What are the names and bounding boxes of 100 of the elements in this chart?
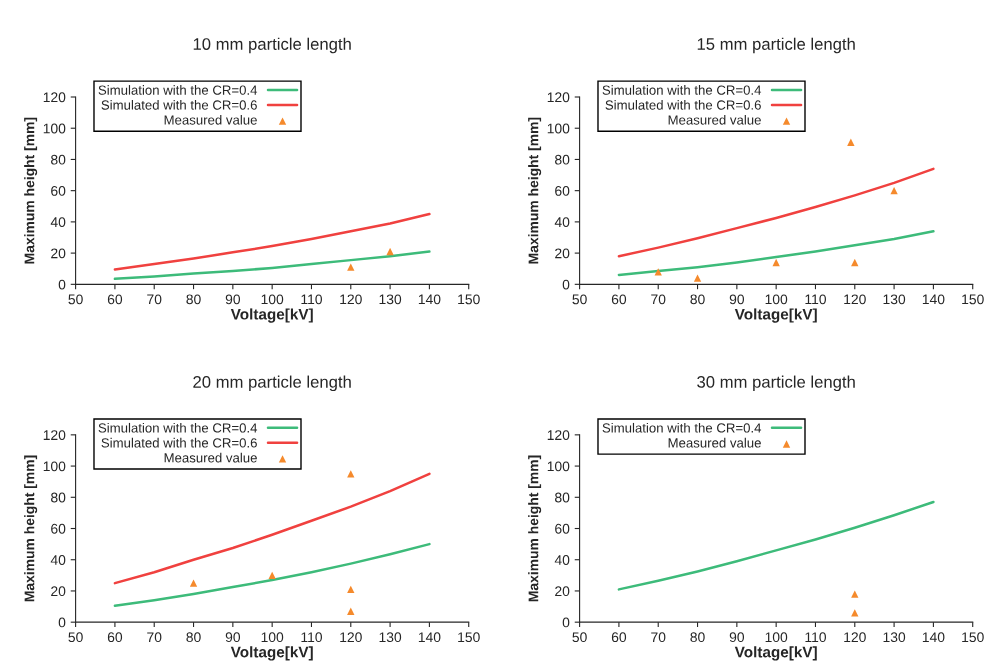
x-tick-label: 80 bbox=[690, 294, 705, 305]
line-series bbox=[617, 500, 935, 591]
x-tick-label: 120 bbox=[844, 632, 866, 643]
y-axis-title: Maximum height [mm] bbox=[24, 455, 38, 602]
x-tick-label: 80 bbox=[186, 294, 201, 305]
x-tick-label: 150 bbox=[962, 632, 984, 643]
x-tick-label: 70 bbox=[147, 632, 162, 643]
y-axis-title: Maximum height [mm] bbox=[24, 117, 38, 264]
chart-title: 15 mm particle length bbox=[697, 37, 855, 54]
point bbox=[772, 258, 780, 267]
y-tick-label: 0 bbox=[562, 617, 570, 628]
legend-label: Simulation with the CR=0.4 bbox=[602, 422, 762, 433]
line-series bbox=[617, 230, 935, 277]
y-tick-label: 80 bbox=[51, 154, 66, 165]
x-tick-label: 60 bbox=[107, 294, 123, 305]
x-tick-label: 110 bbox=[805, 294, 826, 305]
y-tick-label: 60 bbox=[555, 186, 570, 196]
legend-label: Measured value bbox=[668, 114, 761, 125]
legend-label: Simulated with the CR=0.6 bbox=[101, 437, 257, 448]
x-tick-label: 50 bbox=[572, 294, 587, 305]
y-tick-label: 0 bbox=[58, 617, 66, 628]
y-tick-label: 0 bbox=[562, 279, 570, 290]
y-tick-label: 80 bbox=[51, 492, 66, 503]
chart-title: 10 mm particle length bbox=[193, 37, 351, 54]
y-tick-label: 100 bbox=[43, 461, 66, 472]
y-tick-label: 20 bbox=[51, 586, 66, 597]
y-tick-label: 120 bbox=[547, 430, 570, 441]
y-tick-label: 80 bbox=[555, 492, 570, 503]
x-tick-label: 70 bbox=[651, 632, 666, 643]
x-tick-label: 130 bbox=[883, 632, 906, 643]
x-axis-title: Voltage[kV] bbox=[734, 646, 817, 661]
x-tick-label: 50 bbox=[68, 294, 83, 305]
chart-title: 20 mm particle length bbox=[193, 375, 351, 392]
point bbox=[693, 274, 702, 282]
x-tick-label: 90 bbox=[729, 632, 745, 643]
line-series bbox=[113, 250, 431, 281]
x-tick-label: 110 bbox=[301, 294, 322, 305]
y-tick-label: 120 bbox=[43, 92, 66, 103]
x-tick-label: 80 bbox=[186, 632, 201, 643]
y-axis-title: Maximum height [mm] bbox=[528, 455, 542, 602]
y-axis-title: Maximum height [mm] bbox=[528, 117, 542, 264]
legend-label: Simulation with the CR=0.4 bbox=[98, 422, 258, 433]
x-tick-label: 140 bbox=[922, 294, 945, 305]
y-tick-label: 20 bbox=[555, 248, 570, 259]
y-tick-label: 20 bbox=[555, 586, 570, 597]
y-tick-label: 40 bbox=[50, 555, 66, 565]
point bbox=[347, 607, 355, 615]
point bbox=[268, 571, 276, 580]
y-tick-label: 60 bbox=[51, 523, 66, 534]
legend-label: Simulated with the CR=0.6 bbox=[101, 100, 257, 110]
x-tick-label: 100 bbox=[765, 632, 788, 643]
x-tick-label: 60 bbox=[611, 294, 627, 305]
x-axis-title: Voltage[kV] bbox=[734, 308, 817, 323]
x-tick-label: 100 bbox=[261, 632, 284, 643]
point bbox=[847, 138, 855, 146]
x-tick-label: 150 bbox=[458, 294, 480, 305]
x-tick-label: 50 bbox=[68, 632, 83, 643]
x-tick-label: 110 bbox=[301, 632, 322, 643]
x-tick-label: 100 bbox=[765, 294, 788, 305]
y-tick-label: 100 bbox=[43, 123, 66, 134]
line-series bbox=[113, 472, 431, 585]
y-tick-label: 60 bbox=[555, 523, 570, 534]
x-tick-label: 110 bbox=[805, 632, 826, 643]
y-tick-label: 0 bbox=[58, 279, 66, 290]
x-tick-label: 120 bbox=[340, 632, 362, 643]
y-tick-label: 120 bbox=[547, 92, 570, 103]
x-tick-label: 140 bbox=[418, 632, 441, 643]
x-tick-label: 60 bbox=[611, 632, 627, 643]
x-tick-label: 60 bbox=[107, 632, 123, 643]
line-series bbox=[617, 167, 935, 258]
point bbox=[654, 268, 662, 276]
y-tick-label: 60 bbox=[51, 186, 66, 196]
legend-label: Measured value bbox=[668, 437, 761, 448]
x-tick-label: 120 bbox=[340, 294, 362, 305]
point bbox=[347, 585, 355, 594]
x-tick-label: 50 bbox=[572, 632, 587, 643]
x-tick-label: 120 bbox=[844, 294, 866, 305]
y-tick-label: 40 bbox=[554, 555, 570, 565]
point bbox=[347, 470, 355, 478]
legend-label: Measured value bbox=[164, 114, 257, 125]
x-tick-label: 130 bbox=[379, 294, 402, 305]
y-tick-label: 20 bbox=[51, 248, 66, 259]
x-tick-label: 130 bbox=[379, 632, 402, 643]
y-tick-label: 80 bbox=[555, 154, 570, 165]
y-tick-label: 40 bbox=[554, 217, 570, 228]
x-tick-label: 140 bbox=[922, 632, 945, 643]
x-axis-title: Voltage[kV] bbox=[230, 646, 313, 661]
x-tick-label: 90 bbox=[225, 632, 241, 643]
x-tick-label: 140 bbox=[418, 294, 441, 305]
chart-title: 30 mm particle length bbox=[697, 375, 855, 392]
x-tick-label: 70 bbox=[147, 294, 162, 305]
y-tick-label: 100 bbox=[547, 123, 570, 134]
point bbox=[189, 579, 198, 587]
legend-label: Simulation with the CR=0.4 bbox=[602, 85, 762, 95]
legend-label: Simulated with the CR=0.6 bbox=[605, 100, 761, 110]
line-series bbox=[113, 542, 431, 608]
y-tick-label: 40 bbox=[50, 217, 66, 228]
x-tick-label: 150 bbox=[458, 632, 480, 643]
legend-label: Simulation with the CR=0.4 bbox=[98, 85, 258, 95]
x-tick-label: 100 bbox=[261, 294, 284, 305]
